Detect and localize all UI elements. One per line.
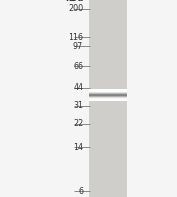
Text: 116: 116 — [68, 33, 83, 42]
Text: 66: 66 — [73, 62, 83, 71]
Bar — [88, 0, 127, 197]
Text: 14: 14 — [73, 143, 83, 151]
Text: 6: 6 — [78, 187, 83, 196]
Text: 200: 200 — [68, 4, 83, 13]
Text: kDa: kDa — [65, 0, 83, 3]
Text: 22: 22 — [73, 119, 83, 128]
Text: 44: 44 — [73, 83, 83, 92]
Text: 97: 97 — [73, 42, 83, 51]
Text: 31: 31 — [73, 101, 83, 110]
